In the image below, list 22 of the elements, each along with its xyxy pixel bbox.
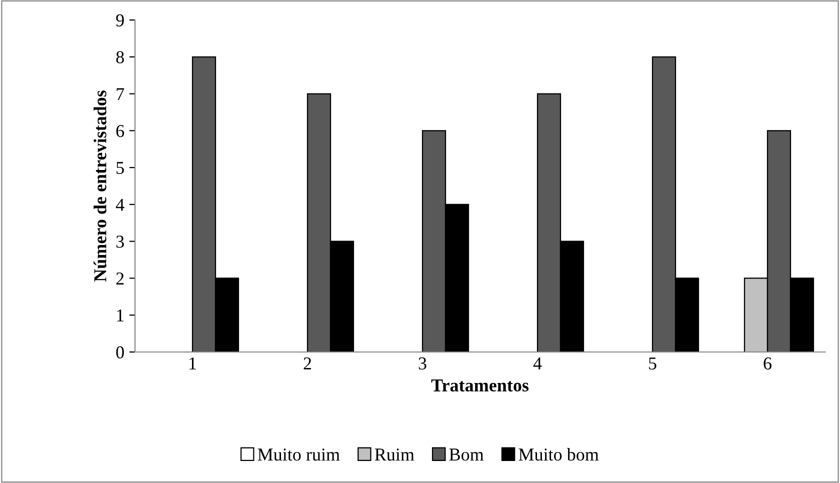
y-tick-label: 0 bbox=[116, 346, 124, 358]
y-tick-label: 3 bbox=[116, 236, 124, 248]
y-tick-label: 5 bbox=[116, 162, 124, 174]
y-tick-label: 7 bbox=[116, 88, 124, 100]
y-tick-label: 8 bbox=[116, 51, 124, 64]
x-tick-label: 2 bbox=[304, 357, 312, 370]
x-axis-title: Tratamentos bbox=[431, 379, 529, 392]
legend-label: Bom bbox=[449, 448, 484, 461]
legend-label: Ruim bbox=[374, 448, 414, 461]
legend-label: Muito bom bbox=[518, 448, 599, 461]
y-tick-label: 2 bbox=[116, 272, 124, 284]
x-tick-label: 1 bbox=[190, 357, 196, 370]
x-tick-label: 4 bbox=[533, 358, 542, 370]
y-axis-title: Número de entrevistados bbox=[94, 90, 106, 282]
legend-label: Muito ruim bbox=[258, 448, 340, 461]
y-tick-label: 9 bbox=[116, 14, 124, 26]
y-tick-label: 6 bbox=[116, 124, 124, 138]
y-tick-label: 4 bbox=[116, 198, 124, 211]
x-tick-label: 5 bbox=[649, 358, 656, 370]
y-tick-label: 1 bbox=[117, 309, 124, 322]
x-tick-label: 3 bbox=[418, 357, 426, 370]
x-tick-label: 6 bbox=[764, 357, 772, 370]
